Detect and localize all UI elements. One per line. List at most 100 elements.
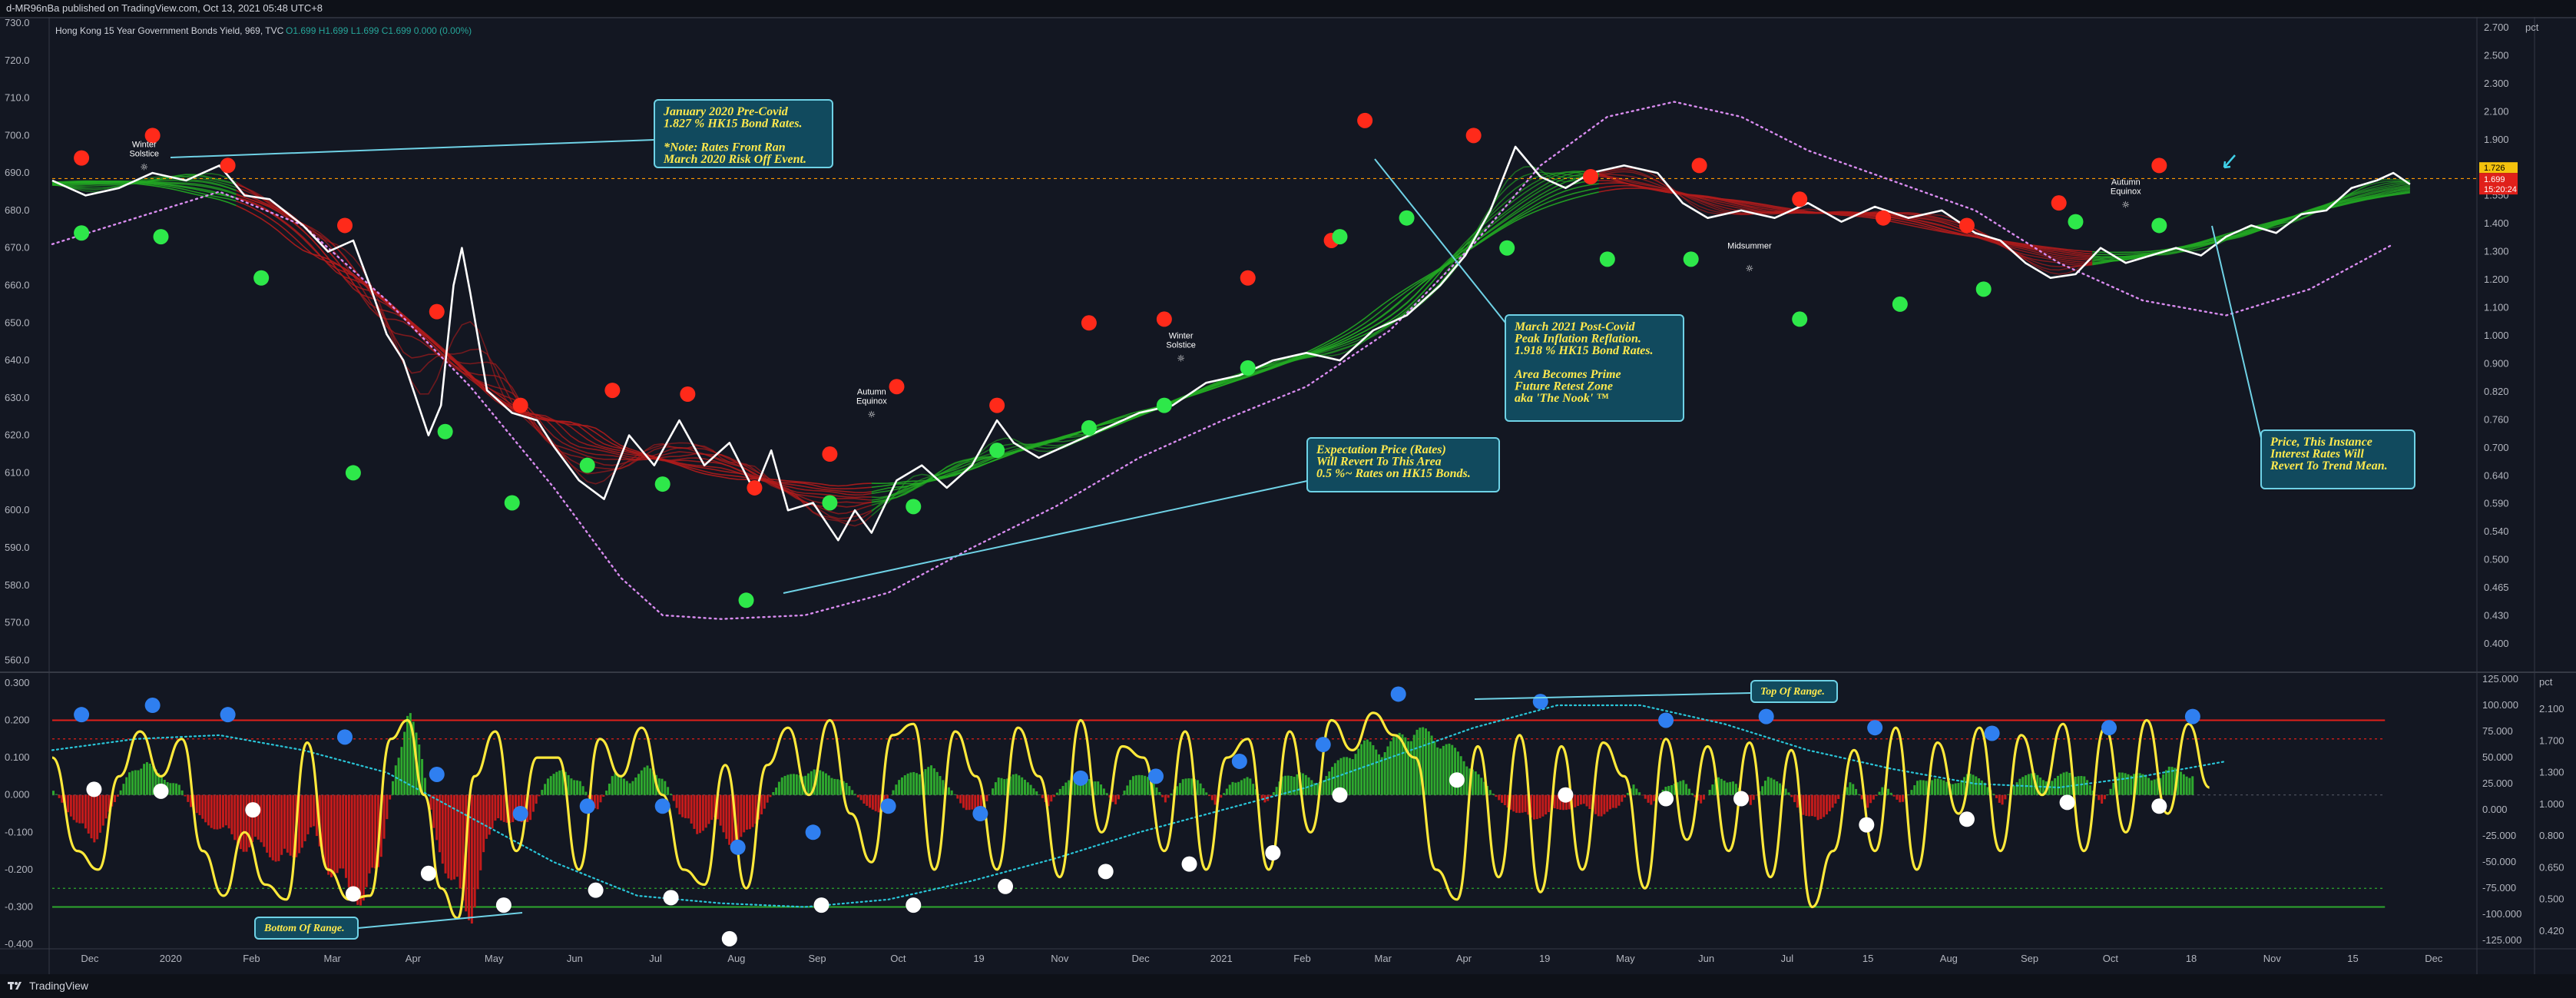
momentum-bar bbox=[69, 794, 72, 817]
right-axis-tick: 2.300 bbox=[2484, 78, 2509, 89]
momentum-bar bbox=[1293, 777, 1296, 795]
momentum-bar bbox=[248, 794, 251, 847]
momentum-bar bbox=[242, 794, 245, 852]
white-signal-marker bbox=[245, 802, 261, 818]
momentum-bar bbox=[725, 794, 728, 839]
momentum-bar bbox=[283, 794, 286, 849]
arrow-icon bbox=[2223, 154, 2236, 169]
momentum-bar bbox=[1960, 780, 1963, 795]
time-axis-tick: May bbox=[1616, 953, 1635, 964]
momentum-bar bbox=[2103, 794, 2106, 800]
red-signal-marker bbox=[822, 446, 838, 463]
momentum-bar bbox=[219, 794, 222, 829]
time-axis-tick: Nov bbox=[2263, 953, 2282, 964]
momentum-bar bbox=[1386, 746, 1389, 795]
blue-signal-marker bbox=[805, 824, 821, 841]
annotation-text: aka 'The Nook' ™ bbox=[1515, 392, 1609, 405]
momentum-bar bbox=[877, 794, 880, 813]
momentum-bar bbox=[345, 794, 348, 878]
momentum-bar bbox=[195, 794, 198, 814]
momentum-bar bbox=[201, 794, 204, 819]
momentum-bar bbox=[631, 781, 634, 795]
osc-far-right-axis-tick: 1.300 bbox=[2539, 767, 2564, 778]
momentum-bar bbox=[368, 794, 371, 874]
time-axis-tick: Oct bbox=[890, 953, 906, 964]
momentum-bar bbox=[1451, 744, 1454, 795]
white-signal-marker bbox=[345, 886, 361, 902]
right-axis-tick: 0.430 bbox=[2484, 610, 2509, 622]
momentum-bar bbox=[268, 794, 271, 857]
right-axis-tick: 0.400 bbox=[2484, 638, 2509, 649]
momentum-bar bbox=[300, 794, 303, 848]
osc-left-axis-tick: 0.200 bbox=[5, 714, 30, 725]
momentum-bar bbox=[418, 744, 421, 795]
momentum-bar bbox=[98, 794, 101, 833]
momentum-bar bbox=[1685, 784, 1688, 795]
momentum-bar bbox=[2041, 780, 2045, 795]
momentum-bar bbox=[329, 794, 333, 877]
momentum-bar bbox=[462, 794, 465, 901]
momentum-bar bbox=[827, 775, 830, 795]
price-line bbox=[51, 145, 2411, 542]
momentum-bar bbox=[1650, 794, 1653, 805]
momentum-bar bbox=[1925, 781, 1928, 795]
momentum-bar bbox=[1872, 794, 1875, 800]
momentum-bar bbox=[924, 769, 927, 795]
momentum-bar bbox=[1290, 776, 1293, 795]
red-signal-marker bbox=[429, 303, 445, 320]
momentum-bar bbox=[916, 773, 919, 795]
momentum-bar bbox=[728, 794, 731, 845]
price-chart[interactable]: WinterSolstice☼AutumnEquinox☼WinterSolst… bbox=[0, 17, 2576, 974]
momentum-bar bbox=[1793, 794, 1796, 803]
momentum-bar bbox=[1515, 794, 1518, 813]
time-axis-tick: 15 bbox=[1862, 953, 1873, 964]
momentum-bar bbox=[661, 778, 664, 795]
momentum-bar bbox=[289, 794, 292, 856]
momentum-bar bbox=[1653, 794, 1656, 801]
left-axis-tick: 730.0 bbox=[5, 17, 30, 28]
momentum-bar bbox=[1210, 794, 1214, 801]
green-signal-marker bbox=[437, 423, 453, 439]
momentum-bar bbox=[1228, 784, 1231, 795]
momentum-bar bbox=[1734, 784, 1737, 795]
momentum-bar bbox=[898, 780, 901, 795]
osc-far-right-axis-tick: 0.420 bbox=[2539, 925, 2564, 937]
momentum-bar bbox=[748, 794, 751, 830]
momentum-bar bbox=[1041, 794, 1044, 798]
momentum-bar bbox=[125, 777, 128, 795]
green-signal-marker bbox=[253, 270, 270, 286]
momentum-bar bbox=[1225, 788, 1228, 795]
axis-unit-label: pct bbox=[2525, 22, 2539, 33]
momentum-bar bbox=[783, 775, 786, 795]
time-axis-tick: 18 bbox=[2186, 953, 2197, 964]
right-axis-tick: 1.000 bbox=[2484, 330, 2509, 341]
annotation-text: 0.5 %~ Rates on HK15 Bonds. bbox=[1316, 467, 1471, 480]
momentum-bar bbox=[1126, 785, 1129, 795]
momentum-bar bbox=[488, 794, 491, 835]
annotation-text: Expectation Price (Rates) bbox=[1316, 443, 1446, 456]
momentum-bar bbox=[994, 782, 997, 795]
momentum-bar bbox=[376, 794, 379, 867]
momentum-bar bbox=[696, 794, 699, 834]
momentum-bar bbox=[1501, 794, 1504, 803]
momentum-bar bbox=[512, 794, 515, 823]
momentum-bar bbox=[1263, 794, 1266, 803]
momentum-bar bbox=[699, 794, 702, 834]
momentum-bar bbox=[1518, 794, 1521, 814]
momentum-bar bbox=[1720, 778, 1723, 795]
right-axis-tick: 2.700 bbox=[2484, 22, 2509, 33]
momentum-bar bbox=[260, 794, 263, 843]
momentum-bar bbox=[1568, 794, 1571, 810]
osc-left-axis-tick: -0.200 bbox=[5, 864, 33, 875]
momentum-bar bbox=[529, 794, 532, 821]
event-label: Solstice bbox=[1166, 340, 1196, 350]
momentum-bar bbox=[1855, 788, 1858, 795]
momentum-bar bbox=[1012, 774, 1015, 795]
tradingview-logo-icon bbox=[8, 982, 22, 990]
momentum-bar bbox=[856, 794, 859, 797]
annotation-text: March 2021 Post-Covid bbox=[1514, 320, 1635, 333]
momentum-bar bbox=[1509, 794, 1512, 810]
momentum-bar bbox=[1810, 794, 1813, 817]
momentum-bar bbox=[58, 794, 61, 798]
momentum-bar bbox=[620, 776, 623, 795]
